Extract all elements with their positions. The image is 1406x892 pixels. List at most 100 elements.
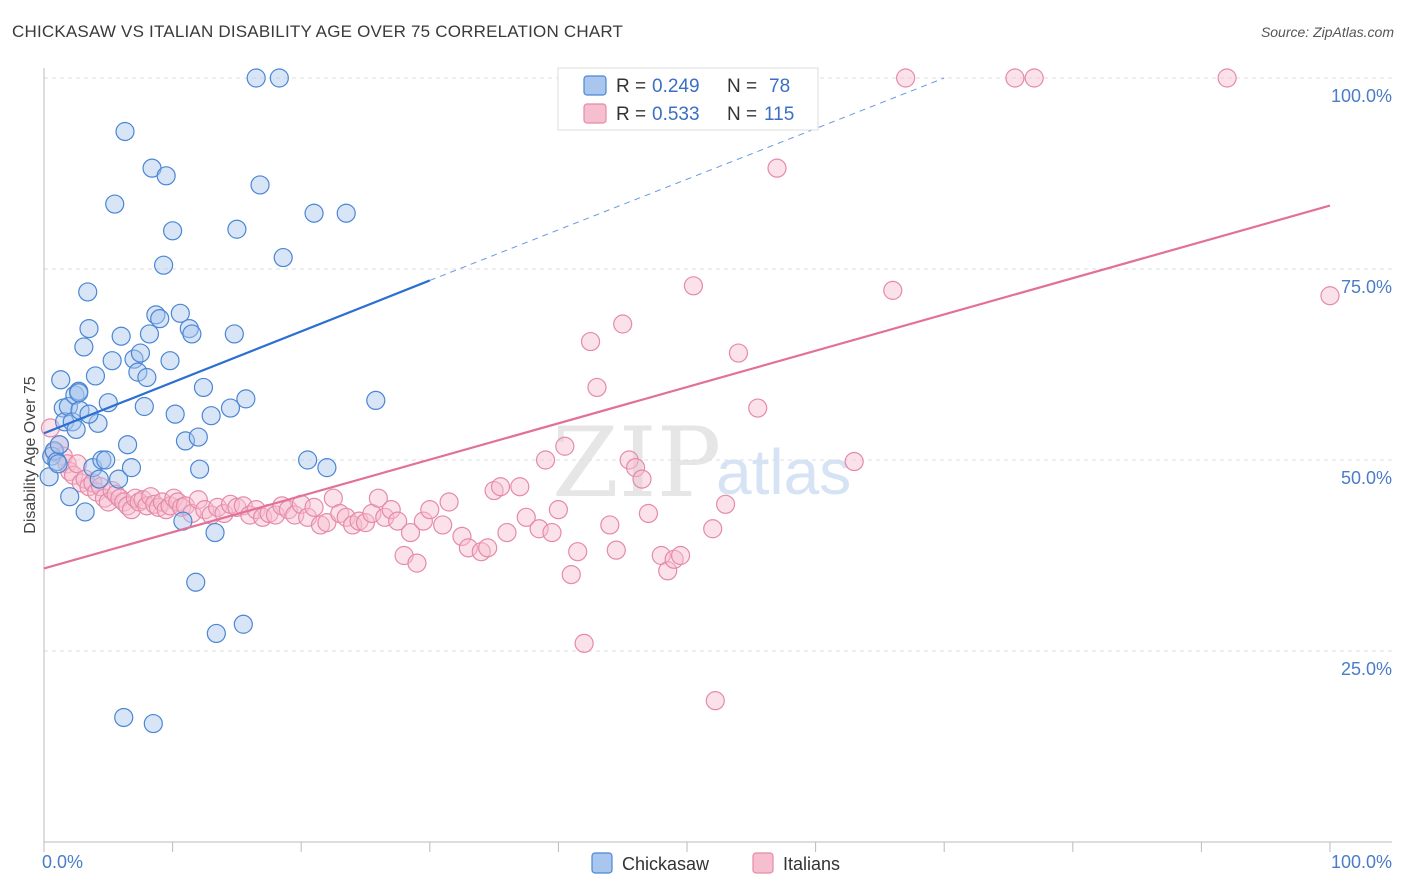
italians-point: [748, 398, 768, 418]
gridlines: [44, 77, 1392, 652]
chickasaw-point: [336, 203, 356, 223]
chickasaw-point: [79, 404, 99, 424]
axes: [43, 68, 1392, 852]
italians-point: [580, 331, 601, 352]
italians-point: [381, 500, 401, 520]
italians-point: [458, 538, 478, 558]
italians-point: [516, 507, 536, 527]
italians-point: [638, 503, 659, 524]
chickasaw-point: [153, 255, 174, 275]
watermark-atlas-text: atlas: [716, 436, 851, 508]
bottom-legend: Chickasaw Italians: [591, 852, 840, 874]
chickasaw-point: [139, 324, 160, 344]
chickasaw-point: [188, 427, 208, 447]
italians-point: [413, 511, 433, 531]
chickasaw-point: [85, 366, 106, 386]
italians-point: [1005, 68, 1025, 88]
legend-n-label-italians: N =: [727, 104, 757, 125]
italians-point: [613, 314, 633, 334]
chickasaw-point: [96, 450, 116, 470]
italians-point: [703, 519, 723, 539]
italians-point: [574, 633, 594, 653]
chickasaw-point: [130, 343, 151, 363]
legend-n-label-chickasaw: N =: [727, 76, 757, 97]
italians-point: [705, 691, 725, 711]
chickasaw-point: [51, 370, 71, 390]
chickasaw-point: [205, 522, 225, 543]
chickasaw-point: [74, 337, 94, 357]
italians-point: [375, 507, 395, 527]
italians-point: [156, 500, 176, 520]
italians-point: [568, 542, 588, 562]
chickasaw-point: [165, 404, 185, 424]
chickasaw-trendline: [43, 279, 431, 435]
y-tick-labels: 25.0% 50.0% 75.0% 100.0%: [1331, 86, 1392, 679]
italians-point: [1217, 68, 1237, 88]
watermark-zip-text: ZIP: [552, 407, 721, 519]
italians-point: [433, 515, 453, 535]
y-tick-label-25: 25.0%: [1341, 659, 1392, 679]
italians-point: [548, 500, 569, 520]
chickasaw-point: [39, 467, 59, 487]
italians-point: [632, 469, 652, 489]
italians-point: [767, 158, 787, 178]
chickasaw-point: [114, 707, 134, 728]
italians-point: [658, 561, 678, 581]
bottom-legend-label-chickasaw: Chickasaw: [622, 854, 710, 874]
chickasaw-point: [49, 435, 70, 455]
italians-point: [529, 519, 549, 539]
italians-point: [106, 484, 126, 504]
chickasaw-point: [160, 351, 180, 371]
italians-point: [368, 488, 388, 508]
chickasaw-point: [150, 309, 170, 329]
italians-point: [452, 526, 472, 547]
chickasaw-point: [128, 362, 148, 382]
chickasaw-point: [206, 623, 226, 644]
italians-point: [67, 454, 88, 474]
legend-r-label-chickasaw: R =: [616, 76, 646, 97]
legend-swatch-chickasaw: [583, 75, 607, 96]
chickasaw-point: [186, 572, 206, 592]
italians-point: [439, 492, 459, 512]
watermark: ZIP atlas: [552, 407, 851, 519]
italians-trendline: [43, 204, 1331, 570]
y-tick-label-100: 100.0%: [1331, 86, 1392, 106]
italians-point: [510, 477, 530, 497]
italians-point: [619, 450, 639, 470]
chickasaw-points: [39, 68, 386, 734]
chickasaw-point: [224, 324, 244, 344]
chickasaw-point: [78, 282, 98, 302]
italians-point: [606, 540, 626, 560]
chickasaw-point: [42, 446, 62, 466]
chickasaw-point: [75, 502, 95, 522]
chickasaw-point: [220, 398, 241, 418]
italians-point: [542, 522, 562, 543]
italians-point: [114, 492, 134, 512]
chickasaw-point: [304, 203, 324, 223]
italians-point: [400, 522, 421, 543]
chickasaw-point: [69, 383, 89, 403]
chickasaw-point: [298, 450, 318, 470]
italians-point: [420, 500, 440, 520]
italians-point: [188, 490, 208, 510]
italians-point: [625, 458, 646, 478]
chickasaw-point: [58, 396, 79, 417]
chickasaw-point: [201, 406, 221, 426]
italians-point: [388, 511, 408, 531]
italians-point: [600, 515, 620, 535]
bottom-legend-swatch-chickasaw: [591, 852, 613, 874]
italians-point: [896, 68, 916, 88]
italians-point: [110, 488, 130, 508]
chickasaw-point: [170, 303, 190, 323]
chickasaw-point: [227, 219, 247, 239]
legend-r-value-chickasaw: 0.249: [652, 76, 700, 97]
legend-r-value-italians: 0.533: [652, 104, 700, 125]
chickasaw-point: [233, 614, 253, 634]
bottom-legend-label-italians: Italians: [783, 854, 840, 874]
chickasaw-point: [108, 469, 129, 489]
italians-point: [125, 488, 145, 508]
italians-point: [60, 461, 80, 482]
italians-points: [40, 68, 1340, 711]
italians-point: [715, 494, 736, 514]
